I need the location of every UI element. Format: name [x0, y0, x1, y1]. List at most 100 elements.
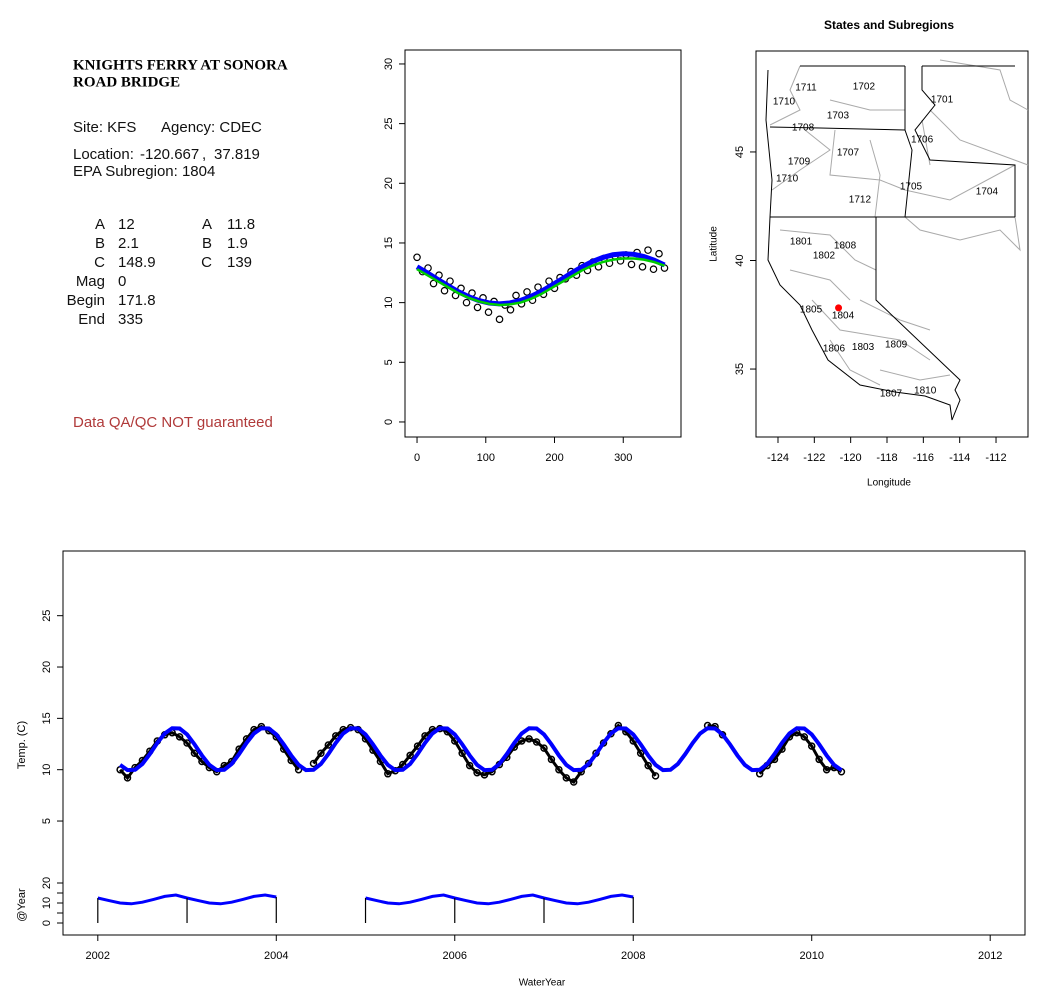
x-tick-label: -122	[803, 452, 825, 464]
param-name: A	[95, 216, 105, 233]
location-label: Location:	[73, 146, 134, 163]
x-tick-label: -124	[767, 452, 789, 464]
data-point	[555, 765, 563, 774]
region-label: 1809	[885, 340, 908, 351]
x-axis-label: Longitude	[867, 478, 911, 489]
location-separator: ,	[202, 146, 206, 163]
data-point	[309, 759, 318, 768]
x-tick-label: 2010	[799, 950, 823, 962]
data-point	[638, 263, 647, 271]
param-name: B	[202, 235, 212, 252]
x-tick-label: 200	[545, 452, 563, 464]
x-tick-label: 300	[614, 452, 632, 464]
data-point	[406, 751, 414, 760]
data-point	[421, 732, 429, 740]
data-point	[655, 249, 663, 258]
y-tick-label: 45	[734, 146, 746, 158]
param-value: 2.1	[118, 235, 139, 252]
data-point	[718, 731, 727, 739]
param-value: 11.8	[227, 216, 255, 233]
data-point	[644, 761, 652, 770]
y2-axis-label: @Year	[16, 888, 28, 922]
data-point	[584, 759, 593, 768]
data-point	[636, 749, 645, 758]
y2-tick-label: 10	[41, 897, 53, 909]
annual-line	[365, 893, 634, 906]
param-value: 0	[118, 273, 126, 290]
y-tick-label: 25	[41, 610, 53, 622]
site-id: Site: KFS	[73, 119, 136, 136]
region-label: 1704	[976, 187, 999, 198]
data-point	[506, 305, 515, 314]
region-label: 1808	[834, 241, 857, 252]
location-lon: -120.667	[140, 146, 199, 163]
data-point	[324, 741, 333, 749]
state-lines	[765, 65, 1016, 421]
subregion-lines	[769, 59, 1029, 386]
data-point	[465, 761, 474, 770]
x-tick-label: 2004	[264, 950, 288, 962]
x-tick-label: 2012	[978, 950, 1002, 962]
data-line	[758, 731, 843, 775]
region-label: 1810	[914, 386, 937, 397]
x-tick-label: 100	[477, 452, 495, 464]
region-label: 1702	[853, 81, 876, 92]
data-point	[473, 303, 482, 312]
region-label: 1805	[800, 305, 823, 316]
x-tick-label: -118	[876, 452, 897, 464]
data-point	[440, 286, 449, 295]
param-value: 335	[118, 311, 143, 328]
y-tick-label: 10	[41, 764, 53, 776]
param-name: C	[94, 254, 105, 271]
region-label: 1709	[788, 157, 811, 168]
y-tick-label: 5	[383, 359, 395, 365]
y-tick-label: 40	[734, 254, 746, 266]
data-point	[547, 755, 556, 764]
region-label: 1707	[837, 148, 860, 159]
data-point	[649, 265, 658, 274]
x-tick-label: -116	[913, 452, 934, 464]
param-value: 148.9	[118, 254, 156, 271]
y-axis-label: Latitude	[709, 226, 720, 262]
data-point	[183, 739, 191, 747]
x-tick-label: -120	[840, 452, 862, 464]
data-point	[332, 732, 340, 740]
data-point	[651, 772, 660, 780]
map-outlines	[765, 59, 1029, 421]
fit-line	[118, 726, 843, 773]
data-point	[484, 308, 493, 316]
x-tick-label: 0	[414, 452, 420, 464]
param-value: 139	[227, 254, 252, 271]
data-point	[462, 298, 471, 307]
param-name: End	[78, 311, 105, 328]
site-name: KNIGHTS FERRY AT SONORA	[73, 57, 288, 73]
data-point	[540, 744, 548, 752]
region-label: 1706	[911, 135, 934, 146]
data-point	[512, 291, 520, 300]
x-tick-label: 2006	[443, 950, 467, 962]
y-tick-label: 25	[383, 118, 395, 130]
location-lat: 37.819	[214, 146, 260, 163]
data-point	[429, 279, 438, 288]
param-name: B	[95, 235, 105, 252]
site-point	[835, 304, 843, 312]
x-tick-label: 2002	[86, 950, 110, 962]
data-point	[123, 774, 132, 782]
param-value: 171.8	[118, 292, 156, 309]
x-tick-label: -112	[985, 452, 1006, 464]
region-label: 1804	[832, 311, 855, 322]
x-tick-label: 2008	[621, 950, 645, 962]
param-name: Begin	[67, 292, 105, 309]
data-point	[317, 749, 325, 758]
region-label: 1703	[827, 111, 850, 122]
region-label: 1711	[795, 83, 817, 94]
region-label: 1712	[849, 195, 872, 206]
region-label: 1705	[900, 182, 923, 193]
y-tick-label: 5	[41, 818, 53, 824]
y-tick-label: 15	[41, 712, 53, 724]
param-name: A	[202, 216, 212, 233]
param-value: 1.9	[227, 235, 248, 252]
data-point	[495, 315, 504, 324]
region-label: 1708	[792, 123, 815, 134]
region-label: 1701	[931, 94, 954, 105]
